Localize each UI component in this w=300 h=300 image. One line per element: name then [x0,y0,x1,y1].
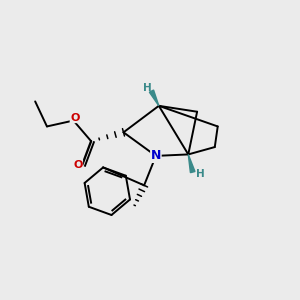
Text: O: O [73,160,83,170]
Polygon shape [149,90,159,106]
Polygon shape [188,154,195,173]
Text: H: H [143,82,152,93]
Text: O: O [70,112,80,123]
Text: H: H [196,169,204,178]
Text: N: N [151,149,161,162]
